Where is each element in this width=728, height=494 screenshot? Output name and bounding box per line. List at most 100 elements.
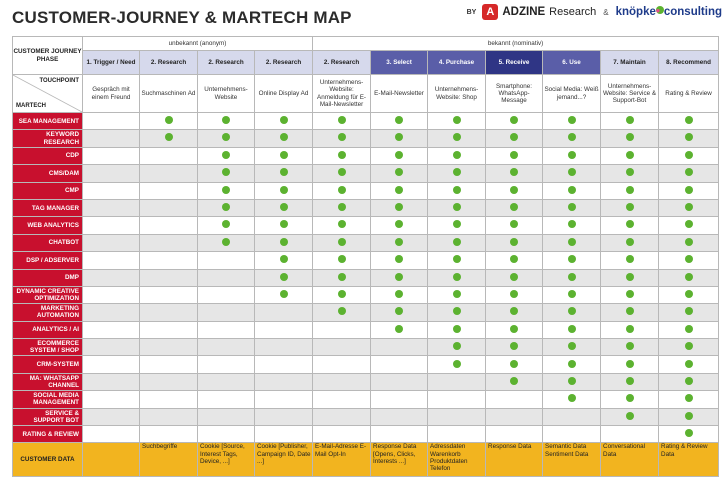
usage-dot-icon [279,116,288,125]
usage-dot-icon [337,168,346,177]
matrix-cell [542,338,602,357]
matrix-cell [370,111,429,131]
matrix-cell [485,146,544,166]
usage-dot-icon [222,185,230,194]
matrix-cell [139,251,198,270]
martech-label: KEYWORD RESEARCH [12,129,83,148]
matrix-cell [600,320,660,340]
matrix-cell [427,129,487,148]
matrix-cell [485,198,544,218]
usage-dot-icon [510,185,519,194]
matrix-cell [427,164,487,183]
usage-dot-icon [164,116,173,125]
matrix-cell [82,390,140,409]
matrix-cell [600,268,660,287]
matrix-cell [197,390,255,409]
matrix-cell [312,355,372,374]
matrix-cell [370,251,429,270]
matrix-cell [197,198,255,218]
usage-dot-icon [279,150,288,159]
martech-label: MARKETING AUTOMATION [12,303,83,322]
matrix-cell [427,338,487,357]
matrix-cell [139,320,198,340]
matrix-cell [485,320,544,340]
matrix-cell [82,355,140,374]
matrix-cell [139,285,198,305]
usage-dot-icon [684,376,693,385]
usage-dot-icon [684,429,693,438]
matrix-cell [312,285,372,305]
customer-data-cell: Conversational Data [600,442,660,478]
matrix-cell [139,216,198,235]
usage-dot-icon [222,203,230,212]
matrix-cell [253,111,314,131]
matrix-cell [312,390,372,409]
martech-label: CHATBOT [12,233,83,253]
matrix-cell [542,407,602,427]
matrix-cell [197,164,255,183]
matrix-cell [658,303,720,322]
matrix-cell [312,303,372,322]
brand-logos: BY A ADZINE Research & knöpke• consulting [467,4,722,20]
usage-dot-icon [625,150,634,159]
matrix-cell [370,233,429,253]
usage-dot-icon [684,394,693,403]
usage-dot-icon [567,203,576,212]
matrix-cell [312,251,372,270]
group-known: bekannt (nominativ) [312,36,720,51]
matrix-cell [139,390,198,409]
usage-dot-icon [452,307,461,316]
matrix-cell [139,111,198,131]
customer-data-cell [82,442,140,478]
matrix-cell [139,407,198,427]
customer-data-cell: Adressdaten Warenkorb Produktdaten Telef… [427,442,487,478]
matrix-cell [600,146,660,166]
matrix-cell [197,338,255,357]
usage-dot-icon [395,220,404,229]
martech-row: TAG MANAGER [12,198,720,218]
touchpoint-2: Suchmaschinen Ad [139,74,198,113]
journey-map-table: CUSTOMER JOURNEY PHASE unbekannt (anonym… [12,36,720,478]
martech-column-label: MARTECH [16,103,46,110]
usage-dot-icon [684,237,693,246]
usage-dot-icon [510,376,519,385]
martech-label: SEA MANAGEMENT [12,111,83,131]
usage-dot-icon [625,168,634,177]
matrix-cell [82,181,140,200]
usage-dot-icon [395,289,404,298]
usage-dot-icon [625,255,634,264]
usage-dot-icon [279,255,288,264]
usage-dot-icon [625,272,634,281]
matrix-cell [312,407,372,427]
martech-label: SOCIAL MEDIA MANAGEMENT [12,390,83,409]
matrix-cell [427,320,487,340]
matrix-cell [542,146,602,166]
usage-dot-icon [337,185,346,194]
phase-8: 5. Receive [485,50,544,75]
usage-dot-icon [164,133,173,142]
matrix-cell [542,251,602,270]
matrix-cell [658,216,720,235]
usage-dot-icon [395,116,404,125]
usage-dot-icon [279,220,288,229]
usage-dot-icon [684,185,693,194]
usage-dot-icon [510,133,519,142]
customer-data-cell: E-Mail-Adresse E-Mail Opt-In [312,442,372,478]
matrix-cell [370,355,429,374]
phase-row-label: CUSTOMER JOURNEY PHASE [12,36,83,75]
usage-dot-icon [625,220,634,229]
matrix-cell [485,111,544,131]
usage-dot-icon [452,203,461,212]
phase-10: 7. Maintain [600,50,660,75]
usage-dot-icon [684,307,693,316]
matrix-cell [370,146,429,166]
matrix-cell [253,320,314,340]
matrix-cell [658,372,720,392]
matrix-cell [485,390,544,409]
matrix-cell [600,216,660,235]
usage-dot-icon [395,185,404,194]
martech-label: WEB ANALYTICS [12,216,83,235]
matrix-cell [197,233,255,253]
matrix-cell [542,425,602,444]
usage-dot-icon [625,237,634,246]
